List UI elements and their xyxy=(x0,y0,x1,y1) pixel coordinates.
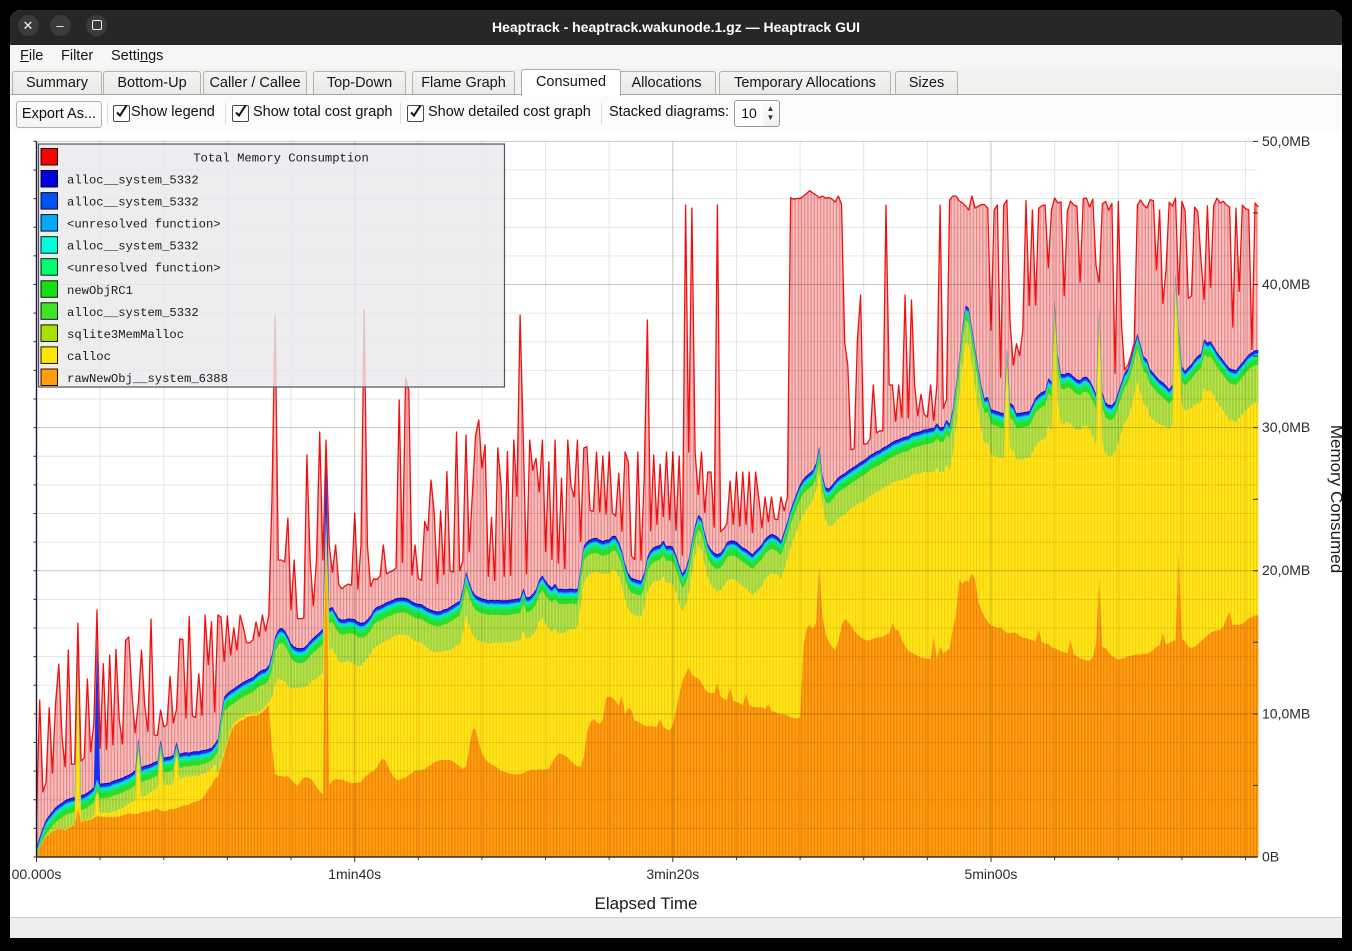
svg-text:Memory Consumed: Memory Consumed xyxy=(1327,425,1342,573)
svg-text:rawNewObj__system_6388: rawNewObj__system_6388 xyxy=(67,372,228,386)
svg-text:newObjRC1: newObjRC1 xyxy=(67,284,133,298)
svg-text:50,0MB: 50,0MB xyxy=(1262,133,1310,149)
svg-text:20,0MB: 20,0MB xyxy=(1262,562,1310,578)
svg-text:1min40s: 1min40s xyxy=(328,866,381,882)
svg-text:00.000s: 00.000s xyxy=(12,866,62,882)
svg-text:calloc: calloc xyxy=(67,350,111,364)
svg-text:5min00s: 5min00s xyxy=(964,866,1017,882)
svg-text:<unresolved function>: <unresolved function> xyxy=(67,218,221,232)
svg-text:Total Memory Consumption: Total Memory Consumption xyxy=(193,152,369,166)
svg-text:alloc__system_5332: alloc__system_5332 xyxy=(67,196,199,210)
svg-text:<unresolved function>: <unresolved function> xyxy=(67,262,221,276)
svg-text:3min20s: 3min20s xyxy=(646,866,699,882)
svg-text:Elapsed Time: Elapsed Time xyxy=(595,894,698,913)
svg-text:40,0MB: 40,0MB xyxy=(1262,276,1310,292)
svg-text:alloc__system_5332: alloc__system_5332 xyxy=(67,240,199,254)
svg-text:alloc__system_5332: alloc__system_5332 xyxy=(67,306,199,320)
svg-text:sqlite3MemMalloc: sqlite3MemMalloc xyxy=(67,328,184,342)
svg-text:0B: 0B xyxy=(1262,849,1279,865)
svg-text:alloc__system_5332: alloc__system_5332 xyxy=(67,174,199,188)
svg-text:10,0MB: 10,0MB xyxy=(1262,705,1310,721)
svg-text:30,0MB: 30,0MB xyxy=(1262,419,1310,435)
